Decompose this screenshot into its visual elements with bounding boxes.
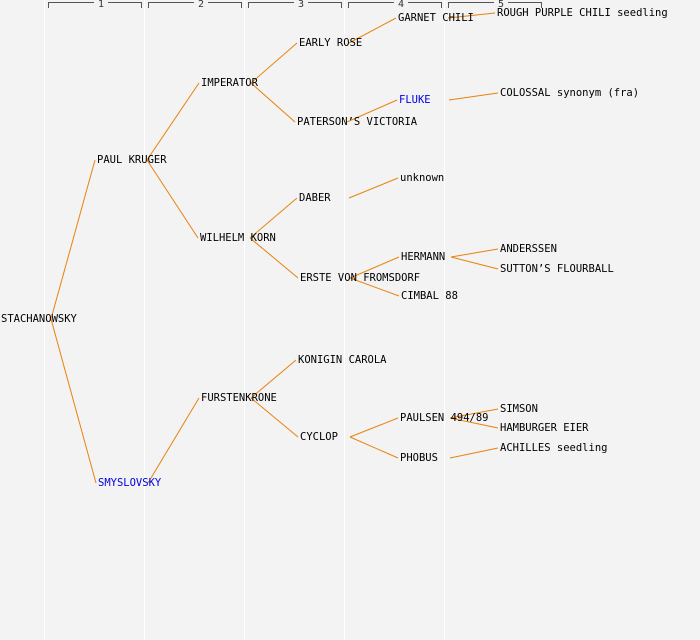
node-achilles_seedling: ACHILLES seedling [500, 442, 608, 454]
node-simson: SIMSON [500, 403, 538, 415]
edge-paul_kruger-imperator [146, 82, 200, 161]
edge-furstenkrone-konigin_carola [250, 359, 297, 399]
node-unknown: unknown [400, 172, 445, 184]
node-phobus: PHOBUS [400, 452, 438, 464]
edge-paulsen_494_89-hamburger_eier [449, 417, 499, 429]
node-hamburger_eier: HAMBURGER EIER [500, 422, 589, 434]
generation-number-1: 1 [97, 0, 105, 10]
node-patersons_victoria: PATERSON’S VICTORIA [297, 116, 418, 128]
edge-cyclop-paulsen_494_89 [349, 417, 399, 438]
edge-paulsen_494_89-simson [449, 408, 499, 419]
node-paulsen_494_89: PAULSEN 494/89 [400, 412, 489, 424]
node-wilhelm_korn: WILHELM KORN [200, 232, 276, 244]
node-smyslovsky[interactable]: SMYSLOVSKY [98, 477, 162, 489]
node-stachanowsky: STACHANOWSKY [1, 313, 77, 325]
node-suttons_flourball: SUTTON’S FLOURBALL [500, 263, 614, 275]
node-early_rose: EARLY ROSE [299, 37, 363, 49]
node-konigin_carola: KONIGIN CAROLA [298, 354, 387, 366]
edge-hermann-anderssen [450, 248, 499, 258]
generation-number-2: 2 [197, 0, 205, 10]
generation-number-3: 3 [297, 0, 305, 10]
edge-furstenkrone-cyclop [250, 397, 299, 438]
node-paul_kruger: PAUL KRUGER [97, 154, 167, 166]
edge-patersons_victoria-fluke [346, 99, 398, 123]
edge-phobus-achilles_seedling [449, 447, 499, 459]
node-cyclop: CYCLOP [300, 431, 338, 443]
generation-number-4: 4 [397, 0, 405, 10]
node-rough_purple_chili: ROUGH PURPLE CHILI seedling [497, 7, 668, 19]
node-colossal: COLOSSAL synonym (fra) [500, 87, 640, 99]
node-imperator: IMPERATOR [201, 77, 258, 89]
edge-early_rose-garnet_chili [348, 17, 397, 44]
node-daber: DABER [299, 192, 331, 204]
node-hermann: HERMANN [401, 251, 446, 263]
edge-hermann-suttons_flourball [450, 256, 499, 270]
edge-stachanowsky-smyslovsky [50, 318, 97, 484]
edge-smyslovsky-furstenkrone [147, 397, 200, 484]
edge-cyclop-phobus [349, 436, 399, 459]
node-erste_von_fromsdorf: ERSTE VON FROMSDORF [300, 272, 421, 284]
edge-wilhelm_korn-daber [249, 197, 298, 239]
node-anderssen: ANDERSSEN [500, 243, 557, 255]
edge-wilhelm_korn-erste_von_fromsdorf [249, 237, 299, 279]
node-garnet_chili: GARNET CHILI [398, 12, 474, 24]
edge-fluke-colossal [448, 92, 499, 101]
generation-number-5: 5 [497, 0, 505, 10]
edge-erste_von_fromsdorf-hermann [349, 256, 400, 279]
node-cimbal_88: CIMBAL 88 [401, 290, 458, 302]
edge-garnet_chili-rough_purple_chili [447, 12, 496, 19]
edge-stachanowsky-paul_kruger [50, 159, 96, 320]
edge-imperator-patersons_victoria [250, 82, 296, 123]
node-furstenkrone: FURSTENKRONE [201, 392, 277, 404]
node-fluke[interactable]: FLUKE [399, 94, 431, 106]
edge-paul_kruger-wilhelm_korn [146, 159, 199, 239]
edge-imperator-early_rose [250, 42, 298, 84]
edge-daber-unknown [348, 177, 399, 199]
edge-erste_von_fromsdorf-cimbal_88 [349, 277, 400, 297]
